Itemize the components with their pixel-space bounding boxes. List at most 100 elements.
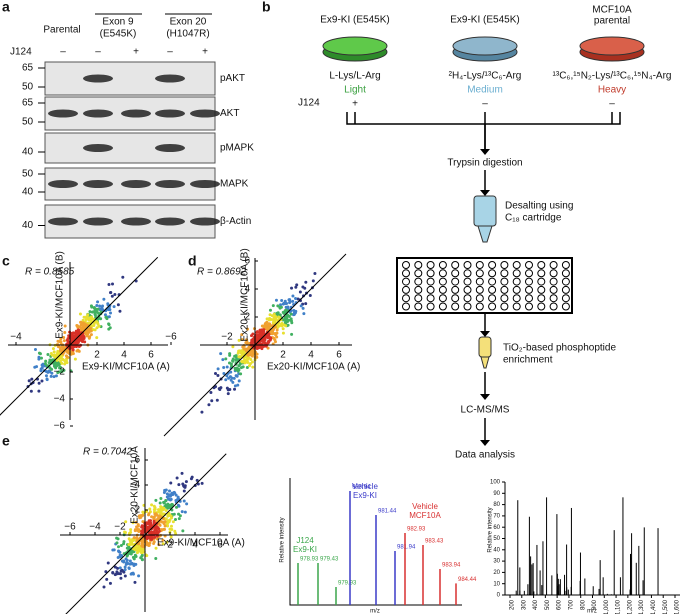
peak-label: 982.93 xyxy=(407,527,426,533)
well xyxy=(488,285,497,294)
y-tick-label: 80 xyxy=(493,502,500,508)
well xyxy=(488,302,497,311)
condition-title: Ex9-KI (E545K) xyxy=(320,15,389,26)
well xyxy=(537,302,546,311)
point xyxy=(173,518,177,522)
point xyxy=(162,491,166,495)
point xyxy=(104,315,108,319)
mw-marker: 40 xyxy=(22,220,34,231)
well xyxy=(451,277,460,286)
point xyxy=(122,542,126,546)
point xyxy=(250,360,254,364)
isotope: Heavy xyxy=(598,85,626,96)
y-tick-label: 2 xyxy=(134,505,140,516)
peak-label: 983.43 xyxy=(425,539,444,545)
point xyxy=(88,310,92,314)
point xyxy=(174,493,178,497)
panel-label: d xyxy=(188,253,197,269)
well xyxy=(402,277,410,286)
point xyxy=(93,328,97,332)
point xyxy=(158,501,162,505)
label-condition: ¹³C₆,¹⁵N₂-Lys/¹³C₆,¹⁵N₄-Arg xyxy=(553,71,672,82)
point xyxy=(161,517,165,521)
point xyxy=(290,286,294,290)
point xyxy=(292,309,296,313)
treatment-label: J124 xyxy=(10,47,32,58)
x-tick-label: 4 xyxy=(192,540,198,551)
point xyxy=(291,294,295,298)
point xyxy=(27,379,31,383)
well xyxy=(561,302,570,311)
point xyxy=(181,529,185,533)
point xyxy=(268,313,272,317)
well xyxy=(426,285,435,294)
point xyxy=(147,522,151,526)
well xyxy=(402,294,410,303)
well xyxy=(463,261,472,269)
band xyxy=(48,180,78,188)
x-tick-label: 500 xyxy=(545,599,551,610)
well xyxy=(451,302,460,311)
point xyxy=(148,541,152,545)
point xyxy=(228,375,232,379)
point xyxy=(82,315,86,319)
point xyxy=(79,320,83,324)
point xyxy=(116,537,120,541)
point xyxy=(290,332,294,336)
x-tick-label: −6 xyxy=(165,332,177,343)
y-tick-label: 30 xyxy=(493,559,500,565)
point xyxy=(123,531,127,535)
label-condition: L-Lys/L-Arg xyxy=(329,71,380,82)
well xyxy=(451,285,460,294)
point xyxy=(302,312,306,316)
point xyxy=(154,546,158,550)
point xyxy=(89,333,93,337)
well xyxy=(402,269,410,278)
well xyxy=(549,285,558,294)
point xyxy=(166,524,170,528)
point xyxy=(189,477,193,481)
point xyxy=(95,303,99,307)
point xyxy=(219,386,223,390)
tip xyxy=(478,336,492,358)
point xyxy=(110,294,114,298)
mw-marker: 40 xyxy=(22,187,34,198)
well xyxy=(475,285,484,294)
point xyxy=(280,324,284,328)
x-tick-label: 6 xyxy=(148,350,154,361)
point xyxy=(95,326,99,330)
point xyxy=(210,399,214,403)
point xyxy=(154,498,158,502)
point xyxy=(45,377,49,381)
point xyxy=(241,365,245,369)
well xyxy=(475,302,484,311)
y-tick-label: −2 xyxy=(54,367,66,378)
well xyxy=(537,285,546,294)
point xyxy=(51,347,55,351)
well xyxy=(438,302,447,311)
point xyxy=(168,527,172,531)
band xyxy=(155,109,185,118)
well xyxy=(525,277,533,286)
point xyxy=(58,365,62,369)
well xyxy=(414,302,423,311)
point xyxy=(108,311,112,315)
point xyxy=(95,336,99,340)
point xyxy=(131,555,135,559)
y-tick-label: −4 xyxy=(54,394,66,405)
band xyxy=(83,74,113,83)
y-tick-label: 20 xyxy=(493,570,500,576)
point xyxy=(231,380,235,384)
dish xyxy=(452,36,518,56)
point xyxy=(273,331,277,335)
point xyxy=(195,478,199,482)
well xyxy=(414,285,423,294)
point xyxy=(153,535,157,539)
point xyxy=(278,306,282,310)
well xyxy=(500,269,509,278)
point xyxy=(93,313,97,317)
isotope: Medium xyxy=(467,85,503,96)
point xyxy=(139,515,143,519)
point xyxy=(291,299,295,303)
point xyxy=(182,489,186,493)
